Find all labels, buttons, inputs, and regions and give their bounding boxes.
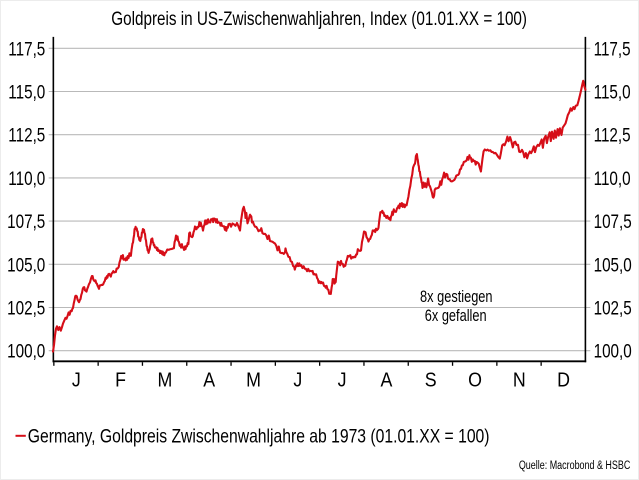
svg-text:S: S (425, 369, 437, 392)
svg-text:115,0: 115,0 (8, 81, 45, 103)
svg-text:117,5: 117,5 (8, 37, 45, 59)
svg-text:102,5: 102,5 (7, 297, 45, 319)
svg-text:110,0: 110,0 (594, 167, 631, 189)
svg-text:105,0: 105,0 (594, 253, 632, 275)
svg-text:M: M (246, 369, 261, 392)
svg-text:112,5: 112,5 (8, 124, 45, 146)
svg-text:6x gefallen: 6x gefallen (425, 306, 487, 325)
svg-text:107,5: 107,5 (594, 210, 632, 232)
svg-text:O: O (468, 369, 482, 392)
svg-text:100,0: 100,0 (7, 340, 45, 362)
svg-text:115,0: 115,0 (594, 81, 631, 103)
svg-text:100,0: 100,0 (594, 340, 632, 362)
svg-text:N: N (513, 369, 526, 392)
svg-text:8x gestiegen: 8x gestiegen (420, 287, 492, 306)
svg-text:107,5: 107,5 (7, 210, 45, 232)
svg-text:105,0: 105,0 (7, 253, 45, 275)
svg-text:112,5: 112,5 (594, 124, 631, 146)
svg-text:Germany, Goldpreis Zwischenwah: Germany, Goldpreis Zwischenwahljahre ab … (28, 425, 490, 447)
svg-text:Quelle: Macrobond & HSBC: Quelle: Macrobond & HSBC (519, 459, 631, 473)
svg-text:A: A (203, 369, 215, 392)
svg-text:102,5: 102,5 (594, 297, 632, 319)
svg-text:D: D (557, 369, 570, 392)
svg-text:117,5: 117,5 (594, 37, 631, 59)
svg-text:F: F (115, 369, 126, 392)
svg-text:110,0: 110,0 (8, 167, 45, 189)
svg-text:J: J (72, 369, 81, 392)
svg-text:J: J (293, 369, 302, 392)
svg-text:A: A (380, 369, 392, 392)
svg-text:J: J (338, 369, 347, 392)
svg-text:M: M (157, 369, 172, 392)
svg-text:Goldpreis in US-Zwischenwahlja: Goldpreis in US-Zwischenwahljahren, Inde… (111, 7, 527, 29)
